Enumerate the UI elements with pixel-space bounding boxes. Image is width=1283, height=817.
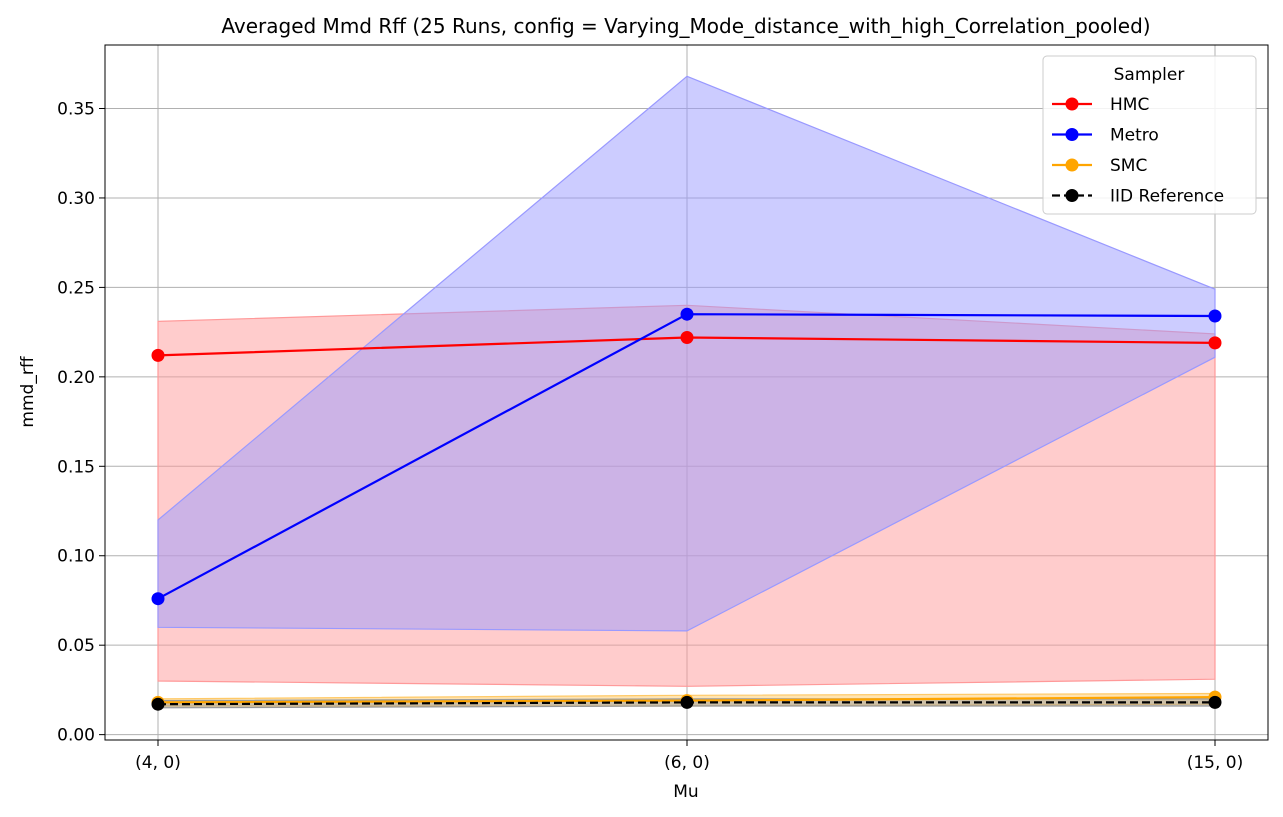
point-metro — [680, 307, 694, 321]
y-tick-label: 0.10 — [57, 547, 95, 567]
y-tick-label: 0.35 — [57, 100, 95, 120]
legend-label-metro: Metro — [1110, 126, 1159, 146]
y-tick-label: 0.30 — [57, 189, 95, 209]
x-tick-label: (4, 0) — [135, 753, 181, 773]
x-tick-label: (15, 0) — [1187, 753, 1244, 773]
y-tick-label: 0.15 — [57, 457, 95, 477]
legend-marker-smc — [1065, 158, 1079, 172]
legend-label-smc: SMC — [1110, 156, 1147, 176]
point-metro — [1208, 309, 1222, 323]
legend-label-hmc: HMC — [1110, 95, 1149, 115]
band-metro — [157, 75, 1216, 632]
legend-marker-metro — [1065, 128, 1079, 141]
x-axis-ticks: (4, 0) (6, 0) (15, 0) — [135, 740, 1243, 773]
x-axis-label: Mu — [673, 782, 698, 802]
x-tick-label: (6, 0) — [664, 753, 710, 773]
y-tick-label: 0.00 — [57, 726, 95, 746]
legend-marker-iid-reference — [1065, 189, 1079, 202]
point-iid-reference — [151, 697, 165, 711]
y-tick-label: 0.25 — [57, 278, 95, 298]
legend-entries: HMC Metro SMC IID Reference — [1052, 95, 1224, 207]
point-hmc — [680, 331, 694, 344]
legend: Sampler HMC Metro SMC IID Reference — [1042, 55, 1257, 215]
point-hmc — [151, 348, 165, 362]
point-iid-reference — [1208, 695, 1222, 709]
point-iid-reference — [680, 695, 694, 709]
chart-title: Averaged Mmd Rff (25 Runs, config = Vary… — [221, 14, 1150, 38]
point-metro — [151, 592, 165, 606]
legend-box — [1042, 55, 1257, 215]
legend-marker-hmc — [1065, 97, 1079, 111]
y-tick-label: 0.05 — [57, 636, 95, 656]
legend-label-iid-reference: IID Reference — [1110, 187, 1224, 207]
series-points — [151, 307, 1222, 711]
y-axis-ticks: 0.00 0.05 0.10 0.15 0.20 0.25 0.30 0.35 — [57, 100, 105, 746]
legend-title: Sampler — [1114, 65, 1185, 85]
y-tick-label: 0.20 — [57, 368, 95, 388]
y-axis-label: mmd_rff — [18, 355, 38, 427]
point-hmc — [1208, 336, 1222, 350]
